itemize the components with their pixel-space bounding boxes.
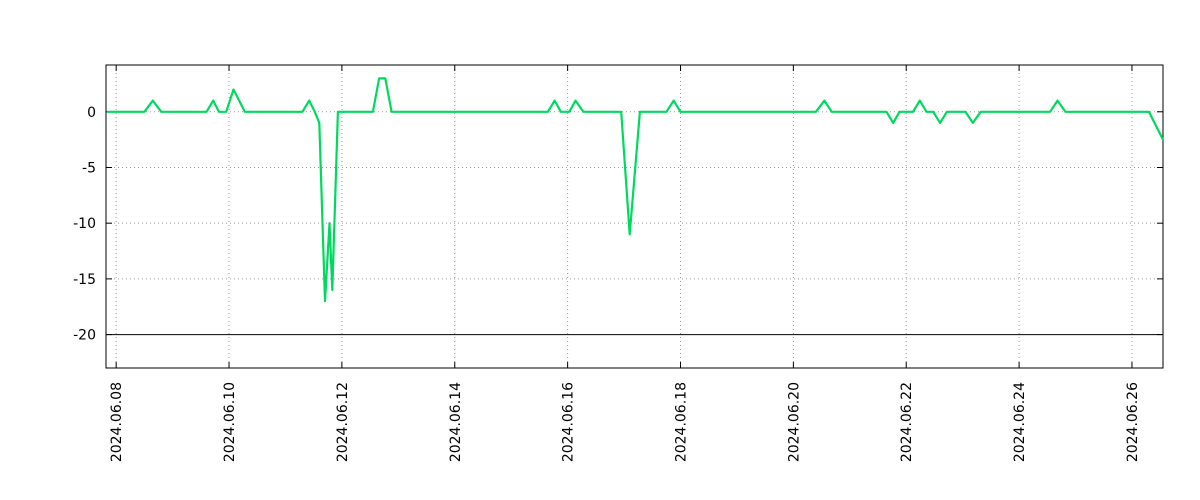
x-tick-label: 2024.06.16 — [561, 382, 577, 462]
x-tick-label: 2024.06.08 — [109, 382, 125, 462]
y-tick-label: -10 — [73, 216, 96, 232]
x-tick-label: 2024.06.22 — [899, 382, 915, 462]
x-tick-label: 2024.06.18 — [673, 382, 689, 462]
data-line — [106, 77, 1165, 303]
y-tick-label: -20 — [73, 328, 96, 344]
x-tick-label: 2024.06.12 — [335, 382, 351, 462]
y-tick-label: -5 — [82, 160, 96, 176]
x-tick-label: 2024.06.26 — [1125, 382, 1141, 462]
x-tick-label: 2024.06.20 — [786, 382, 802, 462]
y-tick-label: 0 — [87, 105, 96, 121]
x-tick-label: 2024.06.10 — [222, 382, 238, 462]
plot-border — [105, 64, 1164, 369]
x-tick-label: 2024.06.14 — [448, 382, 464, 462]
y-tick-label: -15 — [73, 272, 96, 288]
x-tick-label: 2024.06.24 — [1012, 382, 1028, 462]
